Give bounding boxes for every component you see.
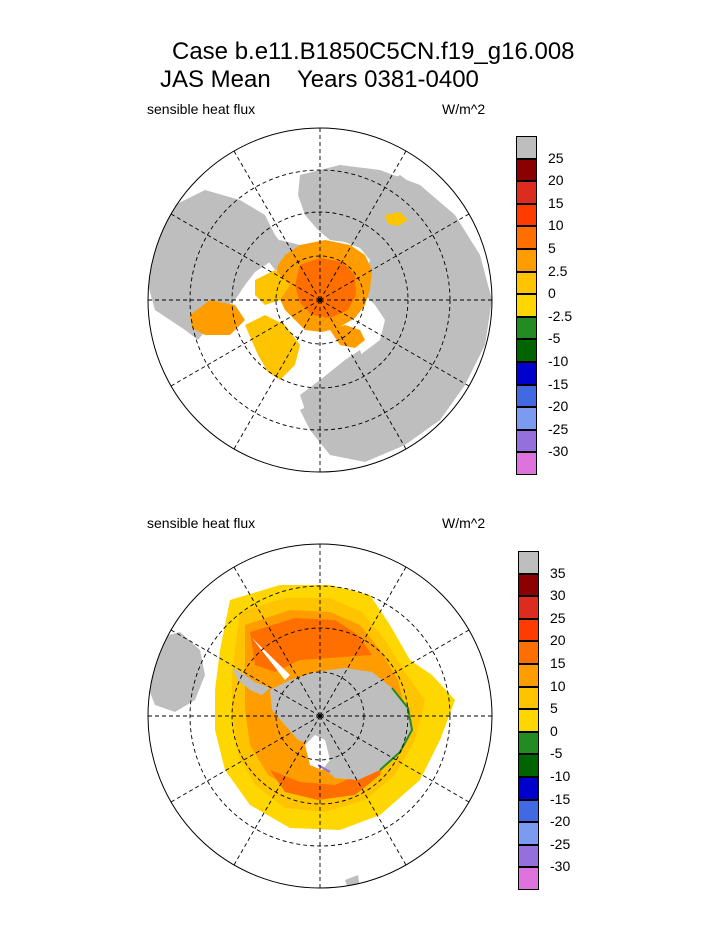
north-polar-map <box>148 128 492 472</box>
colorbar-swatch <box>518 777 539 800</box>
colorbar-swatch <box>518 618 539 642</box>
colorbar-tick-label: -30 <box>550 858 571 875</box>
colorbar-swatch <box>516 294 537 317</box>
europe-land <box>300 350 365 415</box>
colorbar-swatch <box>516 271 537 295</box>
hudson-bay-flux <box>190 300 245 335</box>
colorbar-tick-label: -25 <box>550 835 571 852</box>
colorbar-swatch <box>518 799 539 823</box>
colorbar-tick-label: 35 <box>550 564 566 581</box>
colorbar-swatch <box>518 573 539 597</box>
colorbar-tick-label: -15 <box>550 790 571 807</box>
colorbar-swatch <box>516 452 537 475</box>
ice-shelf-embayment <box>305 735 330 770</box>
colorbar-swatch <box>516 136 537 159</box>
colorbar-swatch <box>516 339 537 362</box>
colorbar-swatch <box>516 384 537 408</box>
colorbar-swatch <box>518 731 539 755</box>
colorbar-tick-label: 25 <box>550 609 566 626</box>
antarctica-land <box>270 668 412 780</box>
colorbar-tick-label: 15 <box>548 194 564 211</box>
colorbar-swatch <box>518 822 539 845</box>
figure-title-line2: JAS Mean Years 0381-0400 <box>160 66 479 93</box>
colorbar-tick-label: -25 <box>548 420 569 437</box>
colorbar-tick-label: 10 <box>550 677 566 694</box>
colorbar-swatch <box>516 362 537 385</box>
colorbar-tick-label: 20 <box>548 172 564 189</box>
colorbar-swatch <box>516 226 537 249</box>
colorbar-tick-label: 10 <box>548 217 564 234</box>
colorbar-tick-label: -20 <box>548 398 569 415</box>
colorbar-swatch <box>518 596 539 619</box>
south-map-border <box>147 543 493 889</box>
bering-strait-flux <box>385 212 408 226</box>
colorbar-tick-label: -15 <box>548 375 569 392</box>
colorbar-swatch <box>518 754 539 777</box>
colorbar-tick-label: 15 <box>550 655 566 671</box>
colorbar-swatch <box>516 158 537 182</box>
figure-title-line1: Case b.e11.B1850C5CN.f19_g16.008 <box>172 38 575 65</box>
baffin-labrador-flux <box>245 315 300 380</box>
north-america-land <box>148 190 285 340</box>
colorbar-swatch <box>518 844 539 868</box>
canadian-archipelago-flux <box>255 270 290 305</box>
colorbar-tick-label: 2.5 <box>548 262 568 279</box>
colorbar-tick-label: 20 <box>550 632 566 649</box>
arctic-ocean-flux-core <box>295 258 356 318</box>
colorbar-swatch <box>518 641 539 664</box>
colorbar-tick-label: -5 <box>550 745 563 762</box>
colorbar-tick-label: -30 <box>548 443 569 460</box>
colorbar-swatch <box>516 316 537 340</box>
colorbar-tick-label: 25 <box>548 149 564 166</box>
barents-sea-flux <box>330 325 365 348</box>
colorbar-swatch <box>518 709 539 732</box>
colorbar-swatch <box>516 249 537 272</box>
colorbar-tick-label: 5 <box>548 240 556 256</box>
bottom-panel-variable-label: sensible heat flux <box>147 515 256 531</box>
colorbar-swatch <box>518 551 539 574</box>
colorbar-tick-label: -2.5 <box>548 307 573 324</box>
southern-ocean-flux-core <box>250 618 372 672</box>
colorbar-swatch <box>518 867 539 890</box>
siberia-north-land <box>380 175 420 215</box>
top-panel-units-label: W/m^2 <box>442 101 486 117</box>
colorbar-tick-label: 0 <box>550 722 558 739</box>
colorbar-swatch <box>518 664 539 687</box>
antarctic-peninsula-land <box>232 668 270 695</box>
colorbar-swatch <box>516 429 537 453</box>
south-polar-map <box>148 544 492 888</box>
missing-data-wedge <box>252 638 290 680</box>
colorbar-tick-label: -10 <box>550 768 571 784</box>
colorbar-tick-label: -5 <box>548 330 561 347</box>
colorbar-tick-label: 30 <box>550 587 566 604</box>
top-panel-variable-label: sensible heat flux <box>147 101 256 117</box>
colorbar-tick-label: -10 <box>548 353 569 369</box>
southern-ocean-flux-core-south <box>270 752 385 800</box>
bottom-panel-units-label: W/m^2 <box>442 515 486 531</box>
north-map-border <box>147 127 493 473</box>
colorbar-swatch <box>516 203 537 227</box>
colorbar-tick-label: 0 <box>548 285 556 302</box>
colorbar-tick-label: 5 <box>550 700 558 717</box>
colorbar-swatch <box>518 686 539 710</box>
colorbar-swatch <box>516 181 537 204</box>
colorbar-tick-label: -20 <box>550 813 571 830</box>
colorbar-swatch <box>516 407 537 430</box>
